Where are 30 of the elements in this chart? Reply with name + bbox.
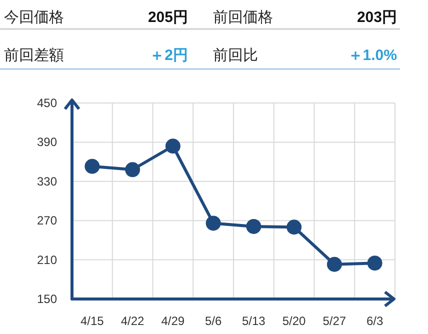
y-tick-label: 270 <box>36 214 58 228</box>
y-tick-label: 330 <box>36 174 58 188</box>
y-tick-label: 210 <box>36 252 58 267</box>
y-tick-label: 150 <box>36 292 58 306</box>
x-tick-label: 4/22 <box>120 314 145 328</box>
point <box>165 138 180 154</box>
text: 205円 <box>148 9 188 26</box>
x-tick-label: 5/20 <box>282 314 306 328</box>
text: ＋2円 <box>150 47 188 64</box>
text: 前回比 <box>213 47 258 64</box>
point <box>125 162 140 178</box>
x-tick-label: 5/27 <box>322 314 346 328</box>
text: ＋1.0% <box>348 47 397 64</box>
text: 前回価格 <box>213 9 273 26</box>
point <box>286 220 302 235</box>
text: 今回価格 <box>4 9 64 26</box>
y-tick-label: 450 <box>36 96 58 110</box>
text: 前回差額 <box>4 47 64 64</box>
x-tick-label: 5/13 <box>242 314 266 328</box>
point <box>84 158 100 174</box>
point <box>367 256 382 271</box>
point <box>326 256 342 272</box>
point <box>246 218 262 234</box>
x-tick-label: 4/29 <box>161 314 185 328</box>
x-tick-label: 6/3 <box>366 314 384 328</box>
point <box>206 216 221 231</box>
text: 203円 <box>356 9 397 26</box>
x-tick-label: 5/6 <box>204 314 222 328</box>
y-tick-label: 390 <box>36 135 58 150</box>
x-tick-label: 4/15 <box>80 314 104 328</box>
